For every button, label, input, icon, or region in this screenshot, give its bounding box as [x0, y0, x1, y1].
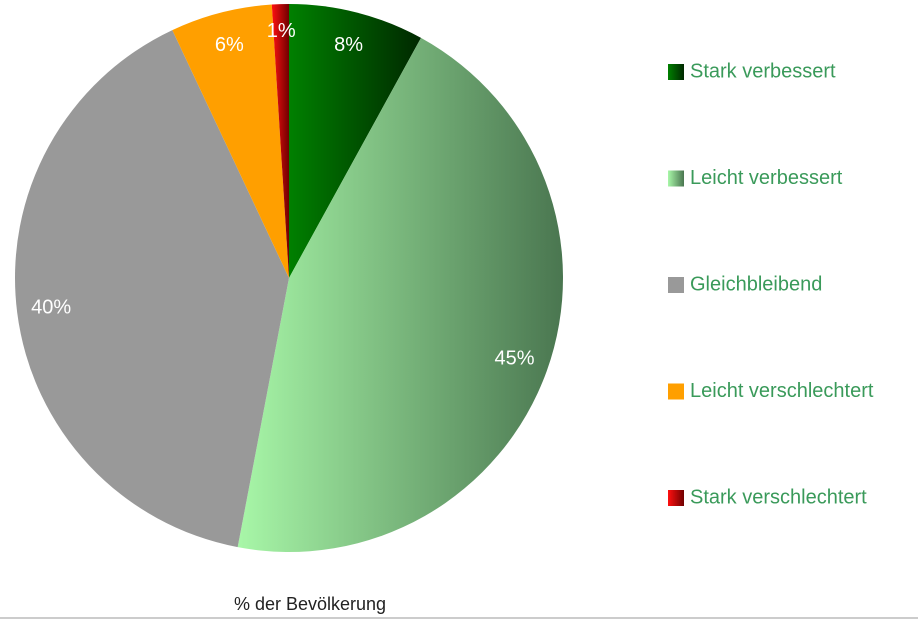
- pie-slice: [14, 30, 290, 548]
- pie-slice: [271, 4, 289, 278]
- legend-label: Gleichbleibend: [690, 273, 822, 295]
- legend-swatch: [668, 64, 684, 80]
- legend-label: Leicht verbessert: [690, 167, 843, 189]
- data-label: 6%: [215, 34, 244, 56]
- legend-label: Stark verschlechtert: [690, 486, 867, 508]
- legend-label: Leicht verschlechtert: [690, 380, 874, 402]
- data-label: 45%: [495, 347, 535, 369]
- data-label: 40%: [31, 296, 71, 318]
- legend-swatch: [668, 170, 684, 187]
- data-label: 8%: [334, 34, 363, 56]
- pie-slice: [172, 4, 289, 278]
- x-axis-label: % der Bevölkerung: [234, 594, 386, 614]
- pie-slice: [237, 37, 564, 552]
- legend-swatch: [668, 383, 684, 400]
- legend-label: Stark verbessert: [690, 60, 836, 82]
- pie-slice: [289, 4, 422, 278]
- data-label: 1%: [267, 20, 296, 42]
- legend-swatch: [668, 277, 684, 293]
- legend-swatch: [668, 490, 684, 506]
